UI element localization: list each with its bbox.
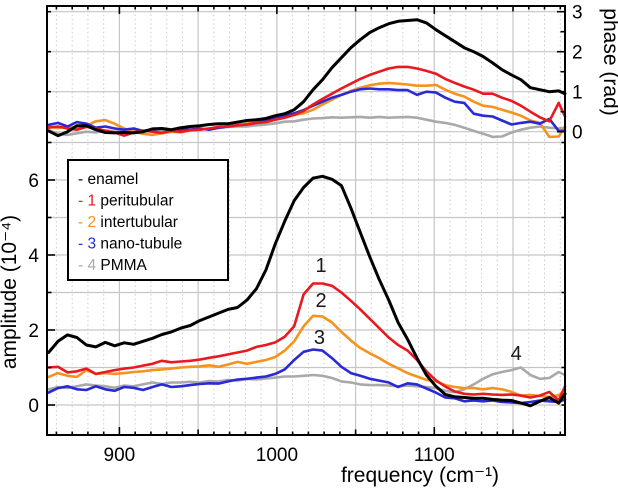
series-peritubular-amplitude bbox=[47, 282, 567, 402]
phase-tick-label: 3 bbox=[572, 3, 583, 24]
plot-frame bbox=[46, 5, 566, 436]
legend-item-nano-tubule: - 3 nano-tubule bbox=[78, 236, 182, 253]
series-enamel-phase bbox=[47, 18, 567, 138]
curve-label-4: 4 bbox=[511, 343, 522, 365]
x-tick-label: 900 bbox=[104, 445, 136, 466]
legend-item-PMMA: - 4 PMMA bbox=[78, 257, 148, 274]
x-tick-label: 1100 bbox=[414, 445, 455, 466]
x-axis-title: frequency (cm⁻¹) bbox=[341, 464, 499, 487]
legend-item-peritubular: - 1 peritubular bbox=[78, 193, 174, 210]
series-pmma-amplitude bbox=[47, 366, 567, 394]
legend-item-enamel: - enamel bbox=[78, 171, 138, 188]
right-axis-title: phase (rad) bbox=[599, 8, 618, 115]
label-layer: frequency (cm⁻¹) amplitude (10⁻⁴) phase … bbox=[0, 8, 618, 487]
legend-box bbox=[67, 159, 229, 281]
series-enamel-amplitude bbox=[47, 174, 567, 408]
x-tick-label: 1000 bbox=[256, 445, 298, 466]
curve-label-3: 3 bbox=[314, 327, 325, 349]
left-axis-title: amplitude (10⁻⁴) bbox=[0, 215, 21, 369]
legend: - enamel - 1 peritubular - 2 intertubular -… bbox=[67, 159, 229, 281]
series-peritubular-phase bbox=[47, 65, 567, 137]
annotation-layer: 1 2 3 4 bbox=[314, 255, 522, 365]
series-intertubular-amplitude bbox=[47, 314, 567, 399]
amplitude-tick-label: 2 bbox=[28, 321, 39, 342]
tick-layer: 0 2 4 6 0 1 2 3 900 1000 1100 bbox=[28, 3, 582, 466]
curve-label-1: 1 bbox=[315, 255, 326, 277]
series-nano-tubule-amplitude bbox=[47, 348, 567, 405]
phase-tick-label: 2 bbox=[572, 43, 583, 64]
series-layer bbox=[47, 18, 567, 408]
frame-layer bbox=[46, 5, 566, 436]
amplitude-tick-label: 0 bbox=[28, 396, 39, 417]
phase-tick-label: 1 bbox=[572, 83, 583, 104]
phase-tick-label: 0 bbox=[572, 123, 583, 144]
legend-item-intertubular: - 2 intertubular bbox=[78, 214, 178, 231]
amplitude-tick-label: 4 bbox=[28, 246, 39, 267]
amplitude-tick-label: 6 bbox=[28, 171, 39, 192]
curve-label-2: 2 bbox=[315, 290, 326, 312]
